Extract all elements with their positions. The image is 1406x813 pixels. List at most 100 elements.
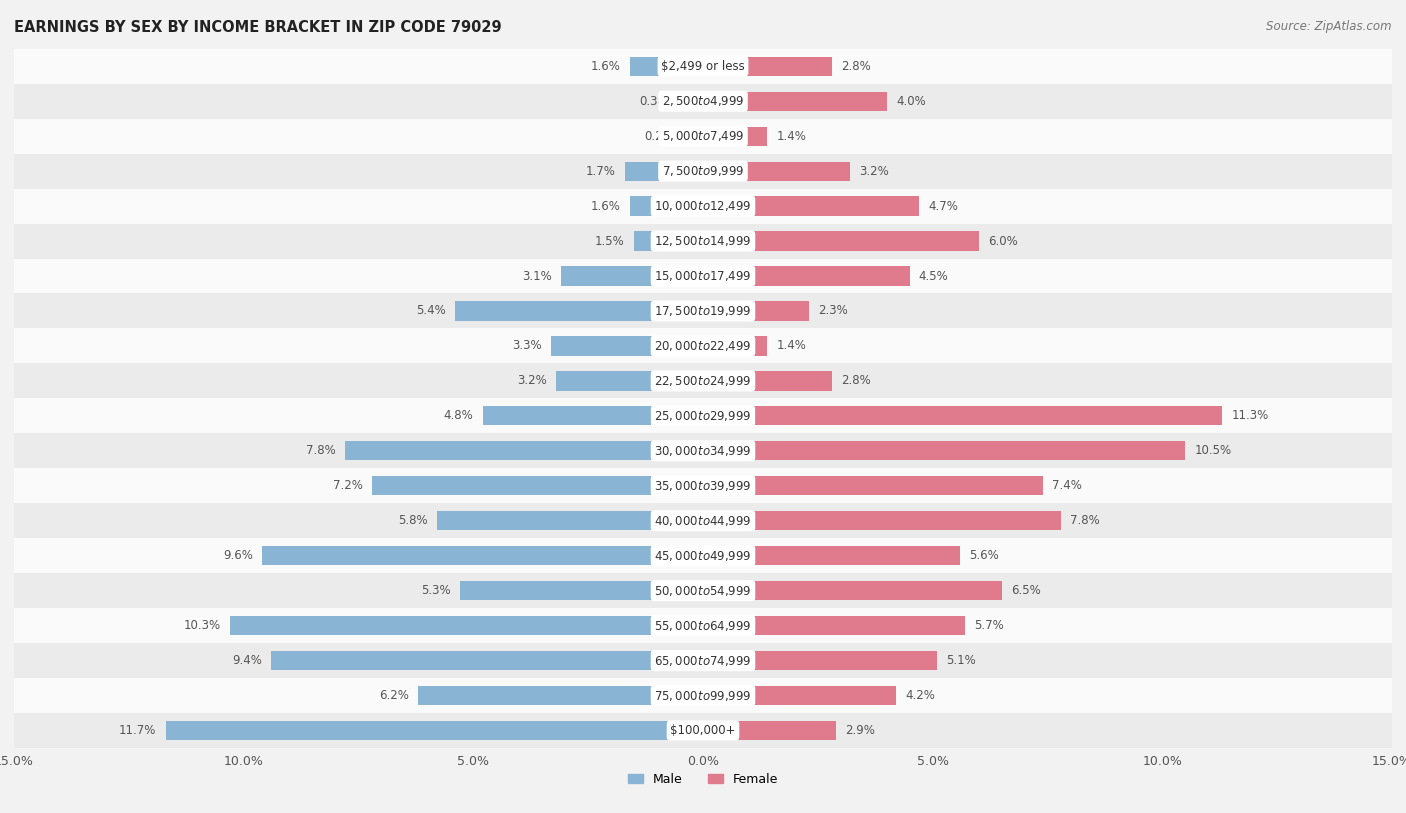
Bar [14,119,1392,154]
Bar [703,406,1222,425]
Bar [703,57,831,76]
Text: 1.6%: 1.6% [591,200,620,212]
Bar [14,224,1392,259]
Text: 7.2%: 7.2% [333,480,363,492]
Text: $50,000 to $54,999: $50,000 to $54,999 [654,584,752,598]
Bar [460,581,703,600]
Bar [703,162,851,180]
Bar [624,162,703,180]
Text: 5.6%: 5.6% [969,550,1000,562]
Text: 3.2%: 3.2% [859,165,889,177]
Bar [166,721,703,740]
Bar [14,468,1392,503]
Text: 10.5%: 10.5% [1195,445,1232,457]
Text: $2,499 or less: $2,499 or less [661,60,745,72]
Bar [14,503,1392,538]
Bar [703,476,1043,495]
Text: Source: ZipAtlas.com: Source: ZipAtlas.com [1267,20,1392,33]
Text: 5.3%: 5.3% [420,585,450,597]
Text: 4.7%: 4.7% [928,200,957,212]
Text: 5.4%: 5.4% [416,305,446,317]
Bar [14,154,1392,189]
Bar [703,651,938,670]
Bar [703,337,768,355]
Bar [14,189,1392,224]
Text: 4.2%: 4.2% [905,689,935,702]
Bar [14,363,1392,398]
Bar [482,406,703,425]
Text: 5.8%: 5.8% [398,515,427,527]
Bar [630,57,703,76]
Bar [14,678,1392,713]
Bar [14,433,1392,468]
Text: $25,000 to $29,999: $25,000 to $29,999 [654,409,752,423]
Text: 6.0%: 6.0% [988,235,1018,247]
Text: $30,000 to $34,999: $30,000 to $34,999 [654,444,752,458]
Text: 11.7%: 11.7% [120,724,156,737]
Text: 3.2%: 3.2% [517,375,547,387]
Bar [437,511,703,530]
Bar [14,49,1392,84]
Bar [231,616,703,635]
Bar [14,608,1392,643]
Bar [634,232,703,250]
Bar [561,267,703,285]
Bar [630,197,703,215]
Bar [14,713,1392,748]
Text: $75,000 to $99,999: $75,000 to $99,999 [654,689,752,702]
Text: 2.8%: 2.8% [841,60,870,72]
Text: $10,000 to $12,499: $10,000 to $12,499 [654,199,752,213]
Bar [703,721,837,740]
Text: 1.6%: 1.6% [591,60,620,72]
Text: 5.1%: 5.1% [946,654,976,667]
Text: 4.5%: 4.5% [920,270,949,282]
Bar [262,546,703,565]
Text: 9.4%: 9.4% [232,654,262,667]
Text: $20,000 to $22,499: $20,000 to $22,499 [654,339,752,353]
Text: 0.26%: 0.26% [644,130,682,142]
Bar [456,302,703,320]
Bar [14,84,1392,119]
Bar [271,651,703,670]
Text: 7.8%: 7.8% [307,445,336,457]
Text: $12,500 to $14,999: $12,500 to $14,999 [654,234,752,248]
Text: $55,000 to $64,999: $55,000 to $64,999 [654,619,752,633]
Bar [692,127,703,146]
Text: 4.0%: 4.0% [896,95,925,107]
Bar [551,337,703,355]
Text: EARNINGS BY SEX BY INCOME BRACKET IN ZIP CODE 79029: EARNINGS BY SEX BY INCOME BRACKET IN ZIP… [14,20,502,35]
Bar [703,92,887,111]
Text: 6.5%: 6.5% [1011,585,1040,597]
Text: 2.8%: 2.8% [841,375,870,387]
Text: 1.5%: 1.5% [595,235,624,247]
Bar [703,616,965,635]
Bar [14,398,1392,433]
Text: $15,000 to $17,499: $15,000 to $17,499 [654,269,752,283]
Text: 1.4%: 1.4% [776,340,807,352]
Bar [14,643,1392,678]
Bar [344,441,703,460]
Bar [686,92,703,111]
Bar [14,293,1392,328]
Text: 3.3%: 3.3% [513,340,543,352]
Text: 2.3%: 2.3% [818,305,848,317]
Text: 3.1%: 3.1% [522,270,551,282]
Text: $40,000 to $44,999: $40,000 to $44,999 [654,514,752,528]
Text: $2,500 to $4,999: $2,500 to $4,999 [662,94,744,108]
Bar [14,328,1392,363]
Text: 0.38%: 0.38% [640,95,676,107]
Text: 10.3%: 10.3% [184,620,221,632]
Bar [703,441,1185,460]
Bar [703,267,910,285]
Bar [703,511,1062,530]
Text: $5,000 to $7,499: $5,000 to $7,499 [662,129,744,143]
Bar [418,686,703,705]
Bar [703,197,920,215]
Bar [703,302,808,320]
Text: 7.8%: 7.8% [1070,515,1099,527]
Text: $22,500 to $24,999: $22,500 to $24,999 [654,374,752,388]
Text: $45,000 to $49,999: $45,000 to $49,999 [654,549,752,563]
Bar [703,127,768,146]
Text: 6.2%: 6.2% [380,689,409,702]
Text: $100,000+: $100,000+ [671,724,735,737]
